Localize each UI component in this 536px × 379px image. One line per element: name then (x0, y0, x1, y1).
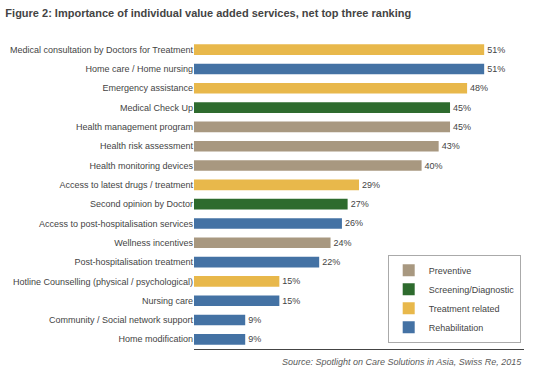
svg-text:Nursing care: Nursing care (142, 296, 193, 306)
svg-text:Home modification: Home modification (118, 334, 193, 344)
svg-text:Preventive: Preventive (429, 266, 472, 276)
svg-text:27%: 27% (351, 199, 369, 209)
svg-text:Access to latest drugs / treat: Access to latest drugs / treatment (59, 180, 193, 190)
svg-text:Access to post-hospitalisation: Access to post-hospitalisation services (39, 219, 194, 229)
svg-text:9%: 9% (248, 334, 261, 344)
svg-text:Post-hospitalisation treatment: Post-hospitalisation treatment (74, 257, 193, 267)
svg-text:Source: Spotlight on Care Solu: Source: Spotlight on Care Solutions in A… (282, 357, 522, 367)
svg-text:Health risk assessment: Health risk assessment (100, 141, 194, 151)
svg-text:40%: 40% (425, 161, 443, 171)
svg-text:51%: 51% (487, 64, 505, 74)
svg-text:Health monitoring devices: Health monitoring devices (89, 161, 193, 171)
svg-text:Health management program: Health management program (76, 122, 193, 132)
svg-text:Wellness incentives: Wellness incentives (114, 238, 193, 248)
svg-text:Medical consultation by Doctor: Medical consultation by Doctors for Trea… (10, 45, 194, 55)
svg-text:22%: 22% (322, 257, 340, 267)
svg-text:15%: 15% (282, 276, 300, 286)
svg-text:Home care / Home nursing: Home care / Home nursing (85, 64, 193, 74)
svg-text:Emergency assistance: Emergency assistance (102, 83, 193, 93)
svg-text:Treatment related: Treatment related (429, 304, 500, 314)
svg-text:45%: 45% (453, 103, 471, 113)
svg-text:Screening/Diagnostic: Screening/Diagnostic (429, 285, 515, 295)
svg-text:48%: 48% (470, 83, 488, 93)
svg-text:Hotline Counselling (physical: Hotline Counselling (physical / psycholo… (13, 277, 193, 287)
svg-text:51%: 51% (487, 45, 505, 55)
svg-text:24%: 24% (334, 238, 352, 248)
svg-text:Figure 2: Importance of indivi: Figure 2: Importance of individual value… (5, 7, 411, 19)
svg-text:43%: 43% (442, 141, 460, 151)
svg-text:Second opinion by Doctor: Second opinion by Doctor (90, 199, 193, 209)
svg-text:29%: 29% (362, 180, 380, 190)
svg-text:15%: 15% (282, 296, 300, 306)
svg-text:26%: 26% (345, 218, 363, 228)
svg-text:Rehabilitation: Rehabilitation (429, 323, 484, 333)
svg-text:45%: 45% (453, 122, 471, 132)
svg-text:Community / Social network sup: Community / Social network support (49, 315, 194, 325)
svg-text:9%: 9% (248, 315, 261, 325)
svg-text:Medical Check Up: Medical Check Up (120, 103, 193, 113)
